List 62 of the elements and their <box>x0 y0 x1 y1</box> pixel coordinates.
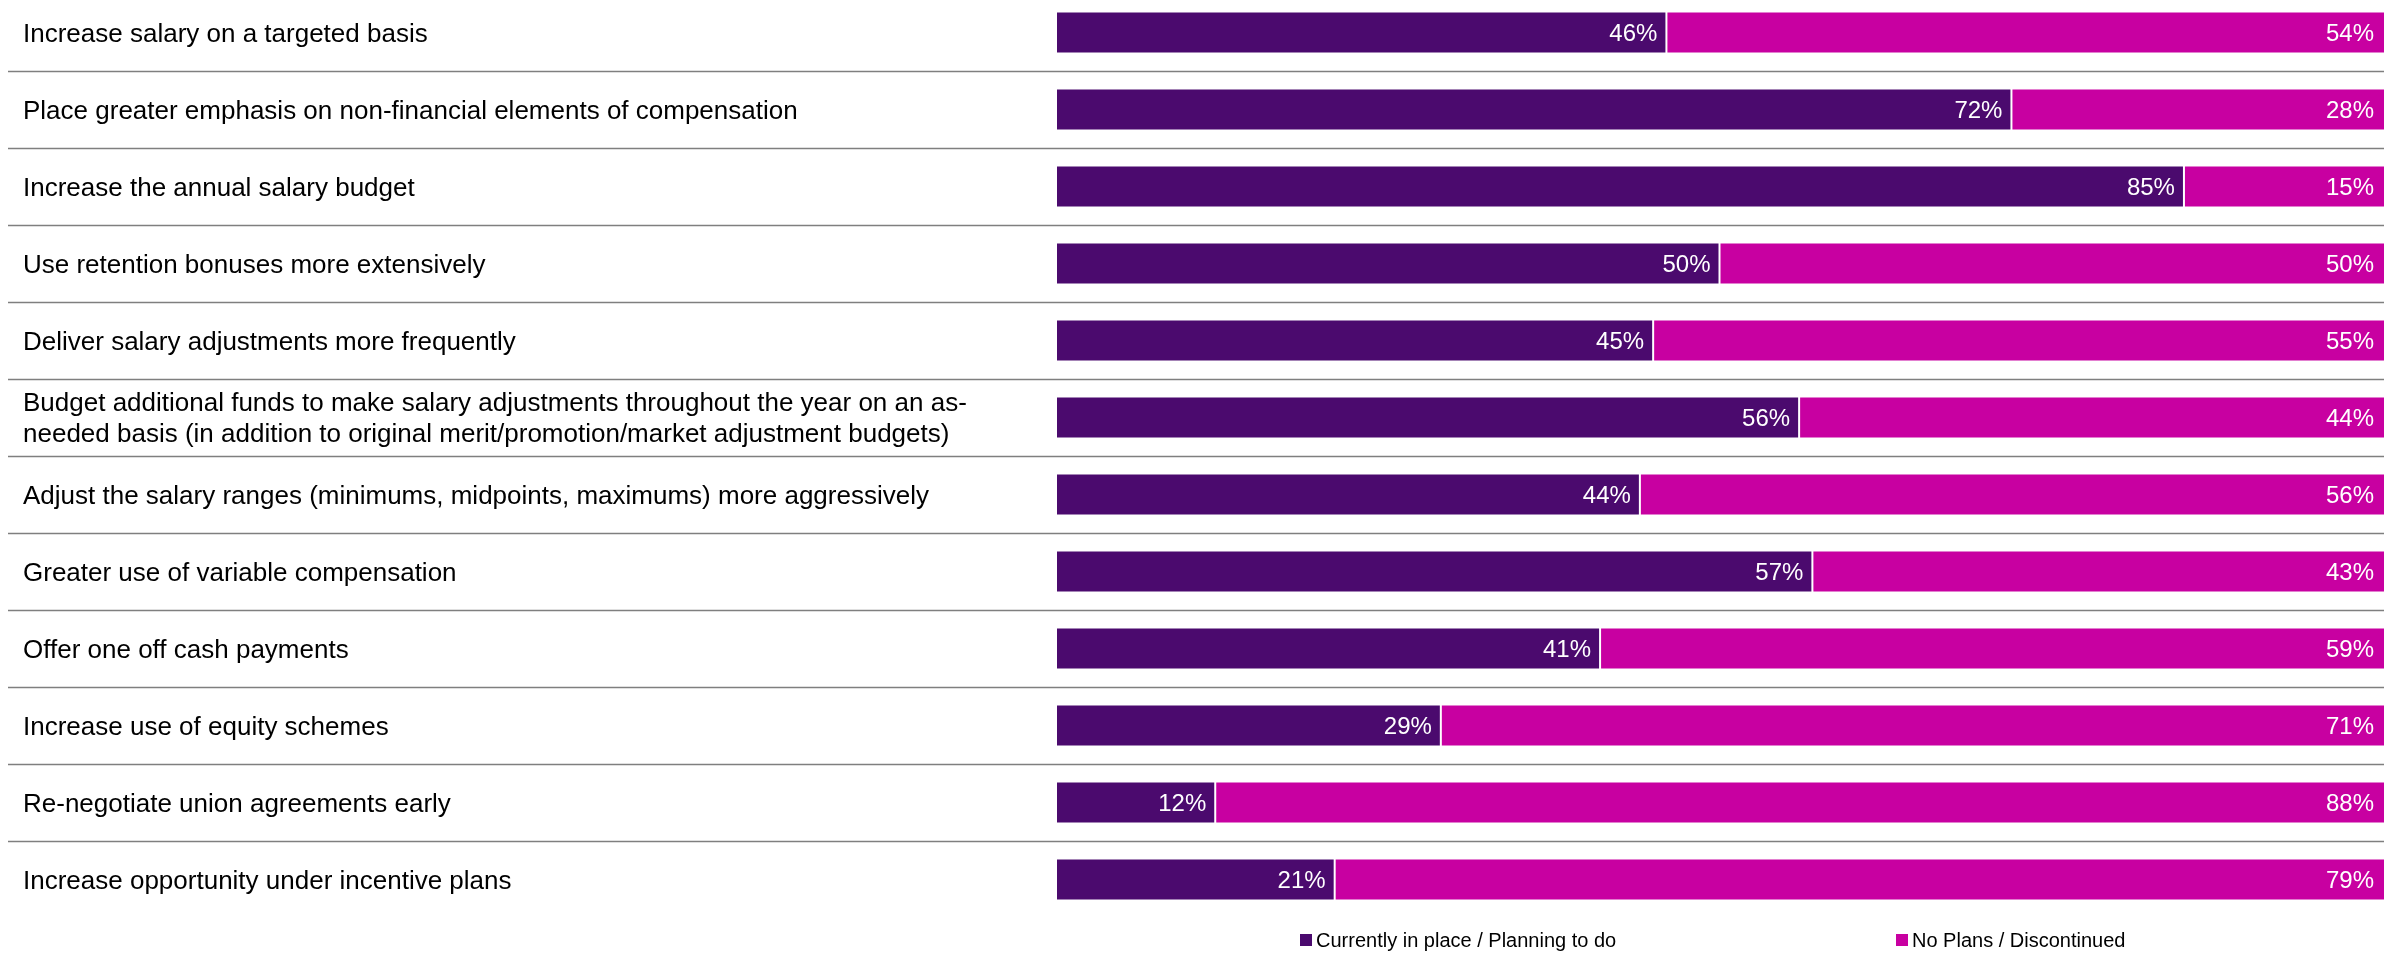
data-label: 72% <box>1954 95 2003 123</box>
y-tick-label: Re-negotiate union agreements early <box>23 787 451 818</box>
data-label: 44% <box>1582 480 1631 508</box>
bar <box>1057 166 2183 207</box>
bar <box>1057 782 1215 823</box>
data-label: 15% <box>2325 172 2374 200</box>
y-tick-label: Budget additional funds to make salary adjustments throughout the year on an as-needed basis (in addition to original merit/promotion/market adjustment budgets) <box>23 387 967 449</box>
bar <box>1057 551 1812 592</box>
bar <box>1057 243 1719 284</box>
bar <box>1813 551 2384 592</box>
bar <box>1057 89 2011 130</box>
bar <box>1057 12 1666 53</box>
data-label: 46% <box>1609 18 1658 46</box>
legend-label: No Plans / Discontinued <box>1912 929 2126 951</box>
y-tick-label: Increase salary on a targeted basis <box>23 17 428 48</box>
bar <box>1800 397 2384 438</box>
y-tick-label: Deliver salary adjustments more frequently <box>23 325 516 356</box>
bar <box>1601 628 2384 669</box>
data-label: 44% <box>2325 403 2374 431</box>
y-tick-label: Increase the annual salary budget <box>23 171 416 202</box>
y-tick-label: Increase opportunity under incentive plans <box>23 864 512 895</box>
bar <box>1216 782 2384 823</box>
data-label: 43% <box>2325 557 2374 585</box>
bar <box>2184 166 2384 207</box>
data-label: 85% <box>2126 172 2175 200</box>
bar <box>1335 859 2384 900</box>
data-label: 50% <box>2325 249 2374 277</box>
bar <box>1667 12 2384 53</box>
bar <box>1057 397 1799 438</box>
data-label: 28% <box>2325 95 2374 123</box>
bar <box>1720 243 2384 284</box>
data-label: 29% <box>1383 711 1432 739</box>
data-label: 57% <box>1755 557 1804 585</box>
data-label: 56% <box>1742 403 1791 431</box>
legend-label: Currently in place / Planning to do <box>1316 929 1617 951</box>
data-label: 21% <box>1277 865 1326 893</box>
data-label: 12% <box>1158 788 1207 816</box>
y-tick-label: Offer one off cash payments <box>23 633 349 664</box>
data-label: 59% <box>2325 634 2374 662</box>
data-label: 55% <box>2325 326 2374 354</box>
data-label: 88% <box>2325 788 2374 816</box>
data-label: 56% <box>2325 480 2374 508</box>
data-label: 41% <box>1543 634 1592 662</box>
bar <box>1057 628 1600 669</box>
y-tick-label: Increase use of equity schemes <box>23 710 389 741</box>
data-label: 45% <box>1596 326 1645 354</box>
bar <box>1441 705 2384 746</box>
bar <box>1654 320 2384 361</box>
bar <box>1057 474 1639 515</box>
y-tick-label: Place greater emphasis on non-financial elements of compensation <box>23 94 798 125</box>
bar <box>1057 705 1440 746</box>
y-tick-label: Greater use of variable compensation <box>23 556 457 587</box>
data-label: 79% <box>2325 865 2374 893</box>
y-tick-label: Use retention bonuses more extensively <box>23 248 486 279</box>
data-label: 71% <box>2325 711 2374 739</box>
data-label: 54% <box>2325 18 2374 46</box>
bar <box>1640 474 2384 515</box>
bar <box>2012 89 2384 130</box>
data-label: 50% <box>1662 249 1711 277</box>
y-tick-label: Adjust the salary ranges (minimums, midpoints, maximums) more aggressively <box>23 479 929 510</box>
bar <box>1057 859 1334 900</box>
bar <box>1057 320 1653 361</box>
